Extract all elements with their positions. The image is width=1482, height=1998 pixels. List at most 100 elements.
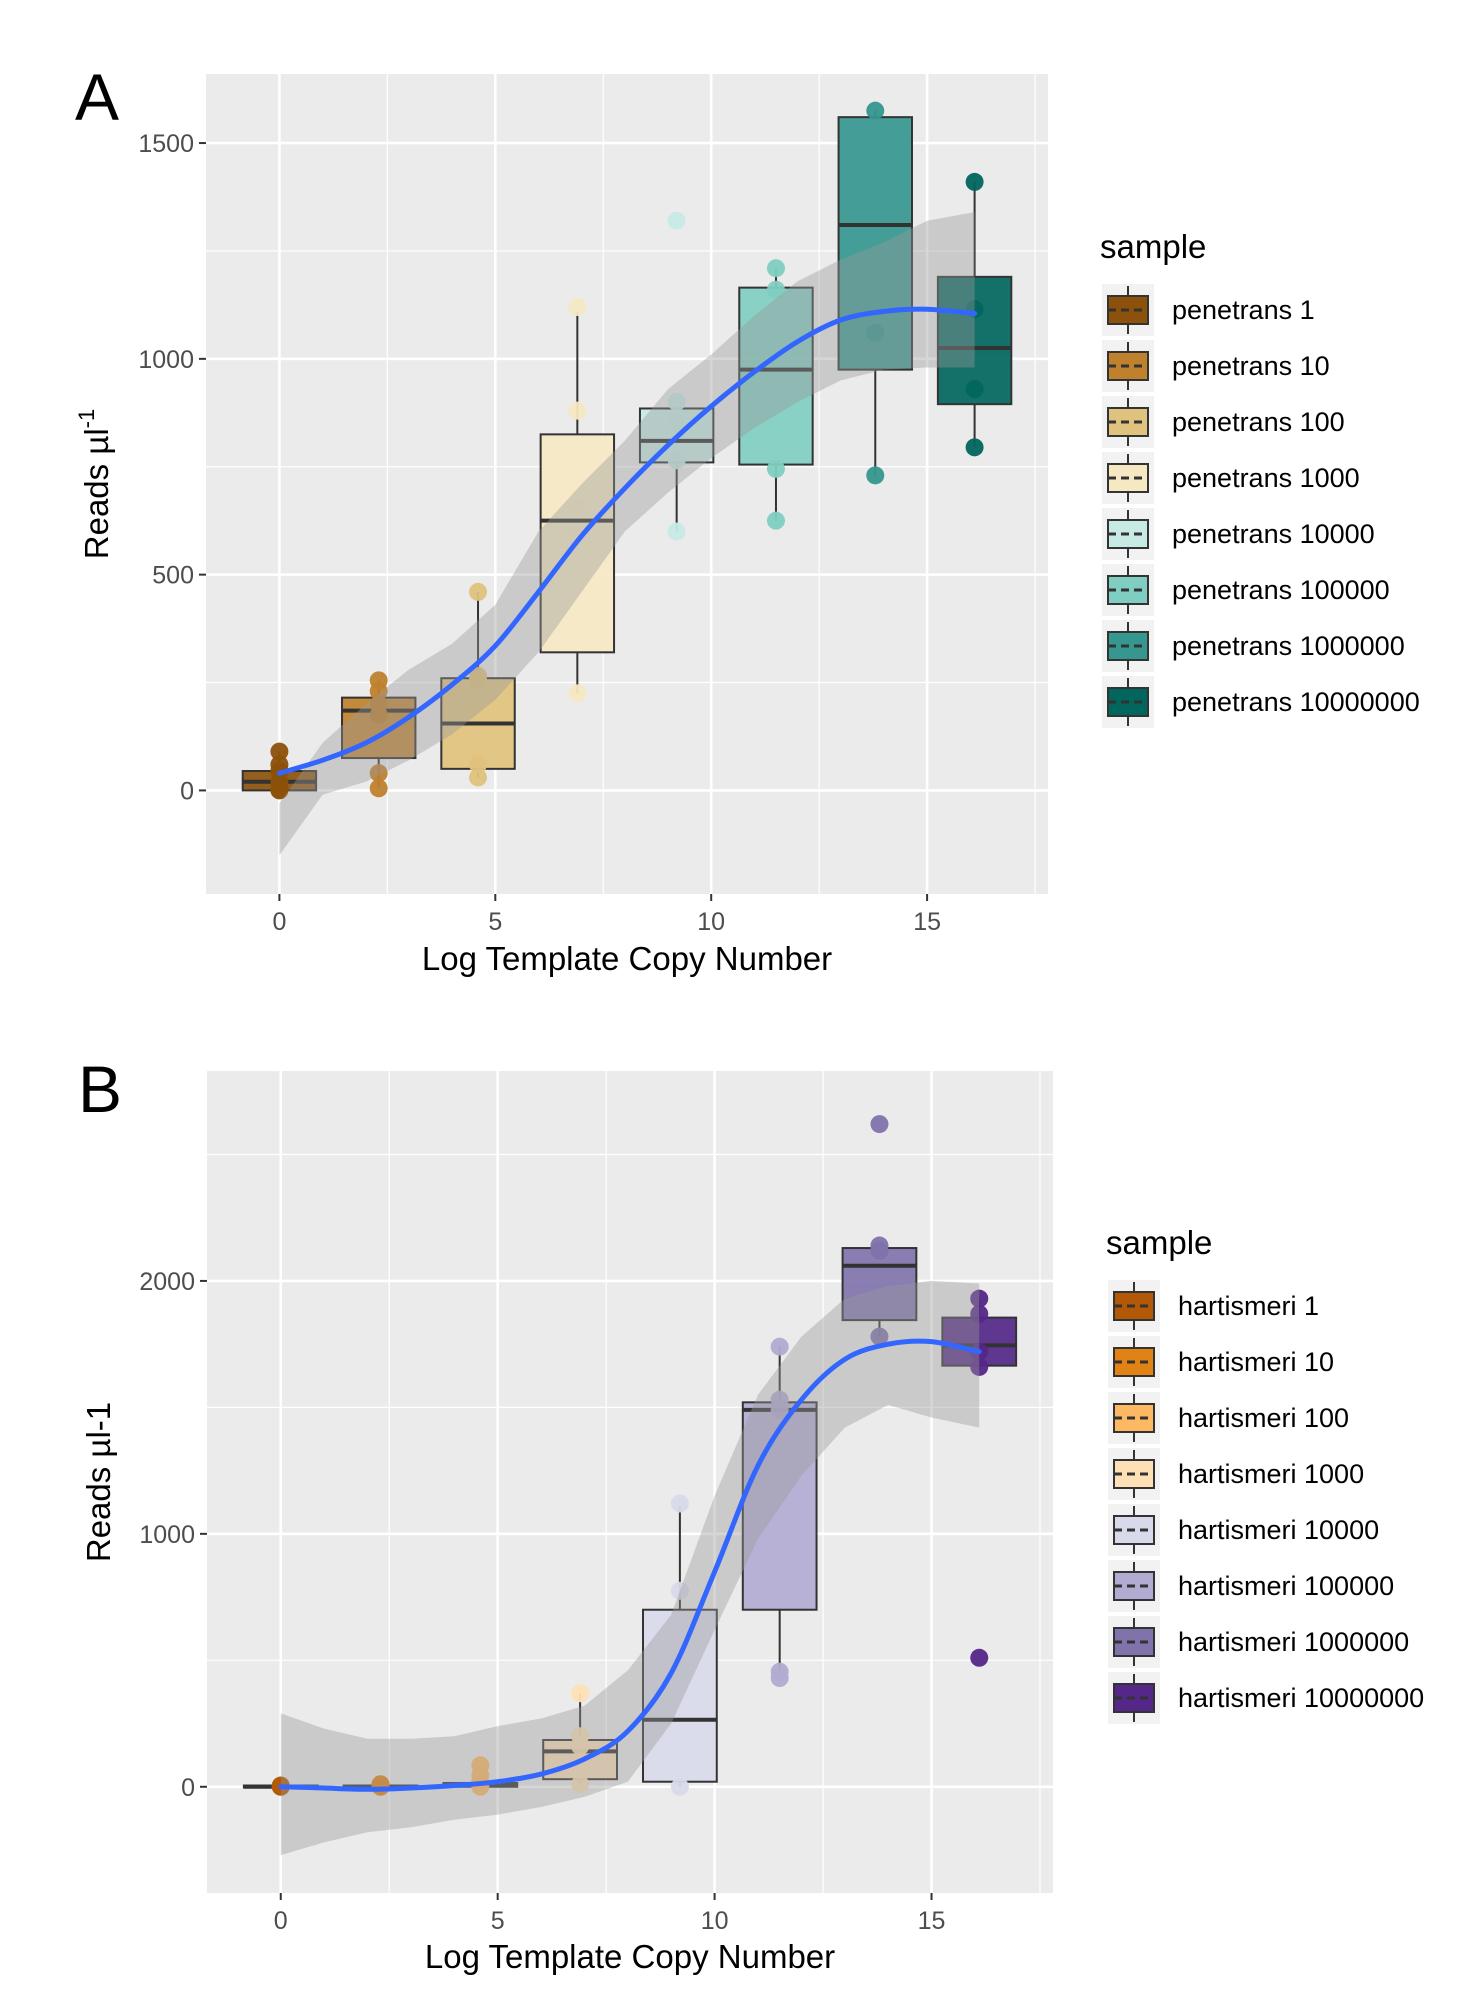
data-point bbox=[970, 1648, 989, 1667]
x-tick-label: 5 bbox=[491, 1907, 505, 1935]
legend-label: penetrans 10000000 bbox=[1172, 687, 1420, 717]
legend-label: penetrans 10000 bbox=[1172, 519, 1375, 549]
panel-label: A bbox=[75, 60, 119, 134]
data-point bbox=[568, 498, 587, 517]
legend-label: hartismeri 10000000 bbox=[1178, 1683, 1424, 1713]
data-point bbox=[766, 511, 785, 530]
data-point bbox=[469, 582, 488, 601]
legend-key bbox=[1102, 620, 1154, 672]
legend-key bbox=[1102, 340, 1154, 392]
legend-label: hartismeri 10 bbox=[1178, 1347, 1334, 1377]
legend-key bbox=[1102, 564, 1154, 616]
data-point bbox=[870, 1236, 889, 1255]
smooth-fit-line bbox=[278, 1338, 982, 1792]
plot-marks bbox=[242, 1115, 1018, 1856]
plot-marks bbox=[241, 101, 1013, 856]
data-point bbox=[770, 1337, 789, 1356]
y-tick-label: 500 bbox=[152, 562, 194, 590]
box-hartismeri-100000 bbox=[741, 1401, 818, 1611]
data-point bbox=[667, 211, 686, 230]
plot-panel bbox=[207, 1071, 1053, 1893]
panel-a: 0 5 10 15 0 500 1000 1500 A Log Template Copy Num… bbox=[74, 60, 1420, 977]
legend-label: hartismeri 10000 bbox=[1178, 1515, 1379, 1545]
legend-key bbox=[1102, 452, 1154, 504]
y-axis-title-superscript: -1 bbox=[74, 409, 99, 429]
y-tick-label: 1000 bbox=[138, 346, 194, 374]
panel-b: 0 5 10 15 0 1000 2000 B Log Template Copy Number… bbox=[78, 1052, 1424, 1975]
legend-label: penetrans 1000000 bbox=[1172, 631, 1405, 661]
legend-label: penetrans 1000 bbox=[1172, 463, 1360, 493]
data-point bbox=[270, 742, 289, 761]
x-tick-label: 15 bbox=[918, 1907, 946, 1935]
data-point bbox=[970, 1357, 989, 1376]
data-point bbox=[667, 522, 686, 541]
data-point bbox=[571, 1727, 590, 1746]
legend-key bbox=[1108, 1672, 1160, 1724]
y-tick-label: 1000 bbox=[139, 1521, 195, 1549]
legend-key bbox=[1102, 284, 1154, 336]
legend-key bbox=[1108, 1504, 1160, 1556]
y-tick-label: 0 bbox=[181, 1774, 195, 1802]
legend-key bbox=[1108, 1280, 1160, 1332]
data-point bbox=[369, 695, 388, 714]
data-point bbox=[469, 667, 488, 686]
legend-label: penetrans 10 bbox=[1172, 351, 1330, 381]
legend-label: penetrans 100000 bbox=[1172, 575, 1390, 605]
legend-key bbox=[1108, 1392, 1160, 1444]
y-tick-label: 1500 bbox=[138, 130, 194, 158]
y-axis-title: Reads µl-1 bbox=[80, 1402, 117, 1562]
data-point bbox=[965, 172, 984, 191]
x-tick-label: 10 bbox=[701, 1907, 729, 1935]
data-point bbox=[568, 298, 587, 317]
legend-label: hartismeri 1000 bbox=[1178, 1459, 1364, 1489]
data-point bbox=[568, 401, 587, 420]
data-point bbox=[965, 380, 984, 399]
data-point bbox=[770, 1662, 789, 1681]
data-point bbox=[469, 768, 488, 787]
data-point bbox=[670, 1581, 689, 1600]
y-axis-title-text: Reads µl-1 bbox=[80, 1402, 117, 1562]
legend-key bbox=[1102, 676, 1154, 728]
legend: sample hartismeri 1 hartismeri 10 hartismer… bbox=[1106, 1224, 1424, 1724]
data-point bbox=[369, 671, 388, 690]
x-tick-label: 0 bbox=[274, 1907, 288, 1935]
data-point bbox=[766, 280, 785, 299]
x-tick-label: 10 bbox=[697, 908, 725, 936]
legend-key bbox=[1108, 1448, 1160, 1500]
legend-title: sample bbox=[1100, 228, 1206, 265]
data-point bbox=[670, 1494, 689, 1513]
y-tick-label: 0 bbox=[180, 777, 194, 805]
legend: sample penetrans 1 penetrans 10 penetrans 1… bbox=[1100, 228, 1420, 728]
legend-key bbox=[1102, 508, 1154, 560]
legend-key bbox=[1108, 1560, 1160, 1612]
data-point bbox=[568, 684, 587, 703]
data-point bbox=[667, 393, 686, 411]
legend-key bbox=[1102, 396, 1154, 448]
legend-key bbox=[1108, 1336, 1160, 1388]
legend-label: hartismeri 1000000 bbox=[1178, 1627, 1409, 1657]
data-point bbox=[965, 438, 984, 457]
data-point bbox=[770, 1390, 789, 1409]
x-axis-title: Log Template Copy Number bbox=[425, 1938, 835, 1975]
data-point bbox=[866, 101, 885, 120]
data-point bbox=[870, 1115, 889, 1134]
legend-label: hartismeri 100000 bbox=[1178, 1571, 1394, 1601]
panel-label: B bbox=[78, 1052, 122, 1126]
smooth-confidence-band bbox=[280, 1280, 980, 1856]
data-point bbox=[667, 414, 686, 433]
smooth-fit-line bbox=[276, 306, 978, 776]
data-point bbox=[571, 1684, 590, 1703]
legend-label: penetrans 100 bbox=[1172, 407, 1345, 437]
legend-title: sample bbox=[1106, 1224, 1212, 1261]
x-tick-label: 15 bbox=[913, 908, 941, 936]
legend-label: hartismeri 100 bbox=[1178, 1403, 1349, 1433]
legend-label: penetrans 1 bbox=[1172, 295, 1315, 325]
data-point bbox=[866, 466, 885, 485]
data-point bbox=[870, 1327, 889, 1346]
data-point bbox=[369, 764, 388, 783]
data-point bbox=[471, 1756, 490, 1775]
data-point bbox=[369, 779, 388, 798]
data-point bbox=[270, 755, 289, 774]
x-axis-title: Log Template Copy Number bbox=[422, 940, 832, 977]
